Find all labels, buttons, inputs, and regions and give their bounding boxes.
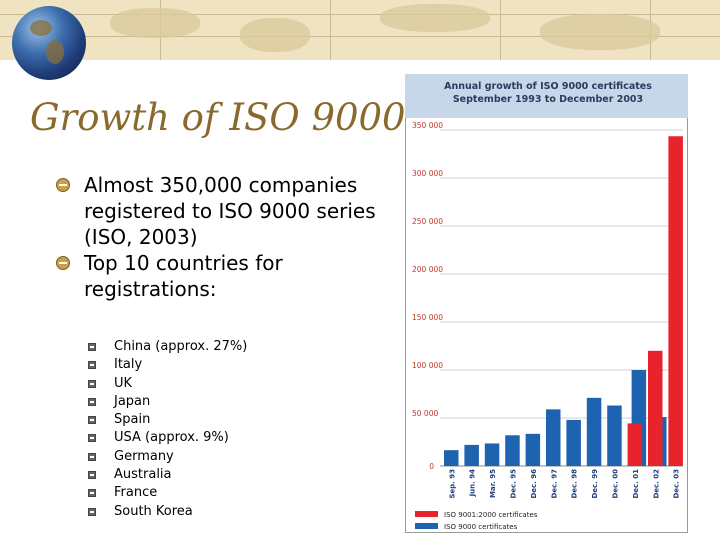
bar-iso9000	[546, 409, 561, 466]
x-tick-label: Dec. 02	[652, 469, 660, 499]
globe-land	[30, 20, 52, 36]
map-continent	[240, 18, 310, 52]
bullet-icon	[56, 178, 70, 192]
bar-iso9001	[668, 136, 683, 467]
country-item: UK	[88, 375, 247, 393]
chart-header	[405, 74, 688, 118]
bullet-text: Almost 350,000 companies registered to I…	[84, 173, 376, 249]
country-item: France	[88, 484, 247, 502]
bar-iso9000	[484, 443, 500, 466]
bar-iso9000	[607, 405, 622, 466]
sub-bullet-icon	[88, 379, 96, 388]
sub-bullet-icon	[88, 434, 96, 443]
bar-iso9000	[566, 419, 581, 466]
sub-bullet-icon	[88, 507, 96, 516]
country-label: China (approx. 27%)	[114, 339, 248, 354]
legend-swatch	[415, 511, 438, 517]
chart-title: Annual growth of ISO 9000 certificates	[444, 81, 652, 92]
country-label: USA (approx. 9%)	[114, 430, 229, 446]
x-tick-label: Dec. 00	[611, 469, 619, 499]
x-tick-label: Dec. 96	[530, 469, 538, 499]
sub-bullet-icon	[88, 343, 96, 351]
sub-bullet-icon	[88, 471, 96, 480]
country-item: Japan	[88, 393, 247, 411]
country-item: Australia	[88, 466, 247, 484]
country-label: Italy	[114, 357, 143, 373]
bar-iso9000	[444, 450, 459, 466]
sub-bullet-icon	[88, 361, 96, 370]
bar-iso9000	[586, 397, 602, 466]
globe-land	[46, 40, 64, 64]
country-label: Australia	[114, 467, 172, 483]
y-tick-label: 50 000	[412, 409, 438, 418]
y-tick-label: 300 000	[412, 169, 443, 178]
map-gridline	[0, 36, 720, 37]
x-tick-label: Dec. 98	[571, 469, 579, 499]
main-bullet-list: Almost 350,000 companies registered to I…	[56, 172, 396, 302]
country-label: Germany	[114, 448, 174, 464]
sub-bullet-icon	[88, 489, 96, 498]
country-label: Spain	[114, 412, 151, 428]
y-tick-label: 0	[429, 462, 434, 471]
bar-iso9000	[525, 433, 541, 466]
legend-label: ISO 9001:2000 certificates	[444, 511, 538, 519]
page-title: Growth of ISO 9000	[30, 96, 406, 139]
x-tick-label: Dec. 97	[550, 469, 558, 499]
country-item: USA (approx. 9%)	[88, 429, 247, 447]
x-tick-label: Dec. 01	[632, 469, 640, 499]
sub-bullet-icon	[88, 416, 96, 425]
x-tick-label: Dec. 95	[509, 469, 517, 499]
y-tick-label: 200 000	[412, 265, 443, 274]
map-continent	[380, 4, 490, 32]
map-continent	[540, 14, 660, 50]
map-banner	[0, 0, 720, 60]
country-item: Spain	[88, 411, 247, 429]
country-label: France	[114, 485, 158, 501]
legend-swatch	[415, 523, 438, 529]
map-gridline	[330, 0, 331, 60]
bullet-text: Top 10 countries for registrations:	[84, 251, 283, 301]
country-list: China (approx. 27%) Italy UK Japan Spain…	[88, 338, 247, 521]
x-tick-label: Mar. 95	[489, 469, 497, 498]
map-gridline	[0, 14, 720, 15]
y-tick-label: 250 000	[412, 217, 443, 226]
sub-bullet-icon	[88, 397, 96, 406]
country-item: China (approx. 27%)	[88, 338, 247, 356]
legend-label: ISO 9000 certificates	[444, 523, 518, 531]
x-tick-label: Sep. 93	[448, 469, 456, 499]
x-tick-label: Jun. 94	[469, 469, 477, 498]
y-tick-label: 150 000	[412, 313, 443, 322]
country-label: South Korea	[114, 503, 193, 519]
bullet-item: Top 10 countries for registrations:	[56, 250, 396, 302]
bar-iso9001	[648, 350, 663, 466]
map-gridline	[500, 0, 501, 60]
country-item: Italy	[88, 356, 247, 374]
globe-icon	[12, 6, 86, 80]
chart-subtitle: September 1993 to December 2003	[452, 94, 644, 105]
country-item: South Korea	[88, 503, 247, 521]
bar-iso9000	[505, 435, 520, 466]
chart-title-block: Annual growth of ISO 9000 certificates S…	[420, 80, 676, 106]
bar-iso9000	[464, 444, 479, 466]
sub-bullet-icon	[88, 452, 96, 461]
country-item: Germany	[88, 448, 247, 466]
x-tick-label: Dec. 03	[673, 469, 681, 499]
country-label: Japan	[114, 393, 151, 409]
map-continent	[110, 8, 200, 38]
x-tick-label: Dec. 99	[591, 469, 599, 499]
country-label: UK	[114, 375, 133, 391]
y-tick-label: 100 000	[412, 361, 443, 370]
bar-iso9001	[627, 423, 643, 466]
bullet-item: Almost 350,000 companies registered to I…	[56, 172, 396, 250]
bullet-icon	[56, 256, 70, 270]
y-tick-label: 350 000	[412, 121, 443, 130]
